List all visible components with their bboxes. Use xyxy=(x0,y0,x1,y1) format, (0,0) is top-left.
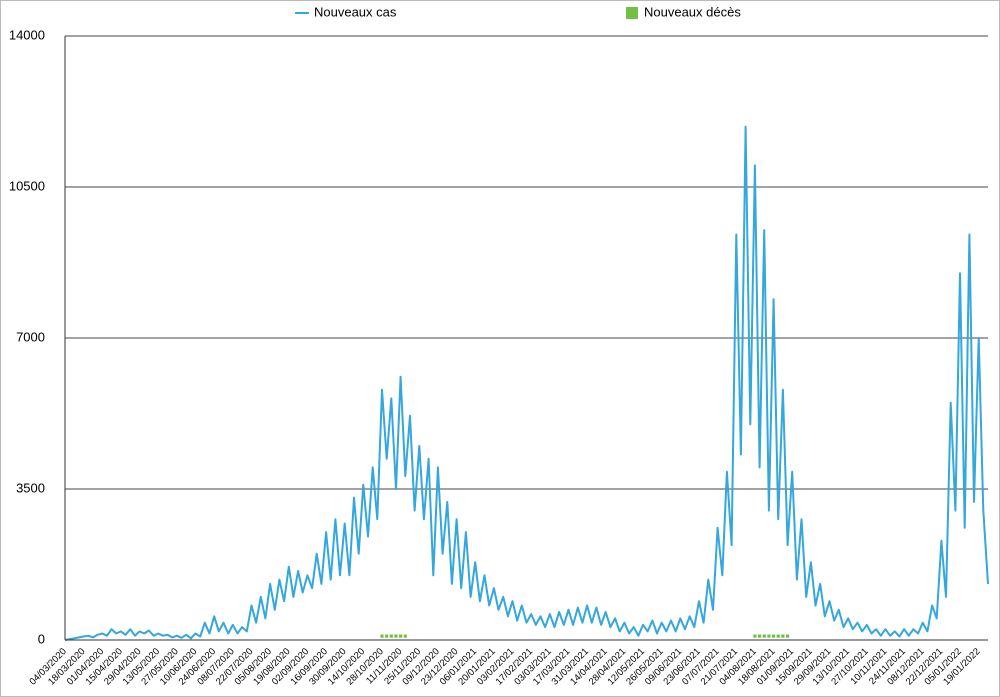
legend-label: Nouveaux décès xyxy=(644,4,741,19)
marker xyxy=(771,634,776,638)
marker xyxy=(385,634,389,638)
marker xyxy=(394,634,398,638)
marker xyxy=(380,634,384,638)
y-tick-label: 10500 xyxy=(9,178,45,193)
marker xyxy=(399,634,403,638)
marker xyxy=(776,634,780,638)
marker xyxy=(762,634,766,638)
marker xyxy=(785,634,790,638)
y-tick-label: 0 xyxy=(38,631,45,646)
legend-label: Nouveaux cas xyxy=(314,4,397,19)
marker xyxy=(753,634,757,638)
series-line xyxy=(64,125,989,641)
y-tick-label: 7000 xyxy=(16,329,45,344)
marker xyxy=(403,634,407,638)
y-tick-label: 3500 xyxy=(16,480,45,495)
y-tick-label: 14000 xyxy=(9,27,45,42)
legend-swatch xyxy=(626,7,638,19)
marker xyxy=(389,634,393,638)
marker xyxy=(757,634,762,638)
marker xyxy=(781,634,785,638)
marker xyxy=(767,634,771,638)
